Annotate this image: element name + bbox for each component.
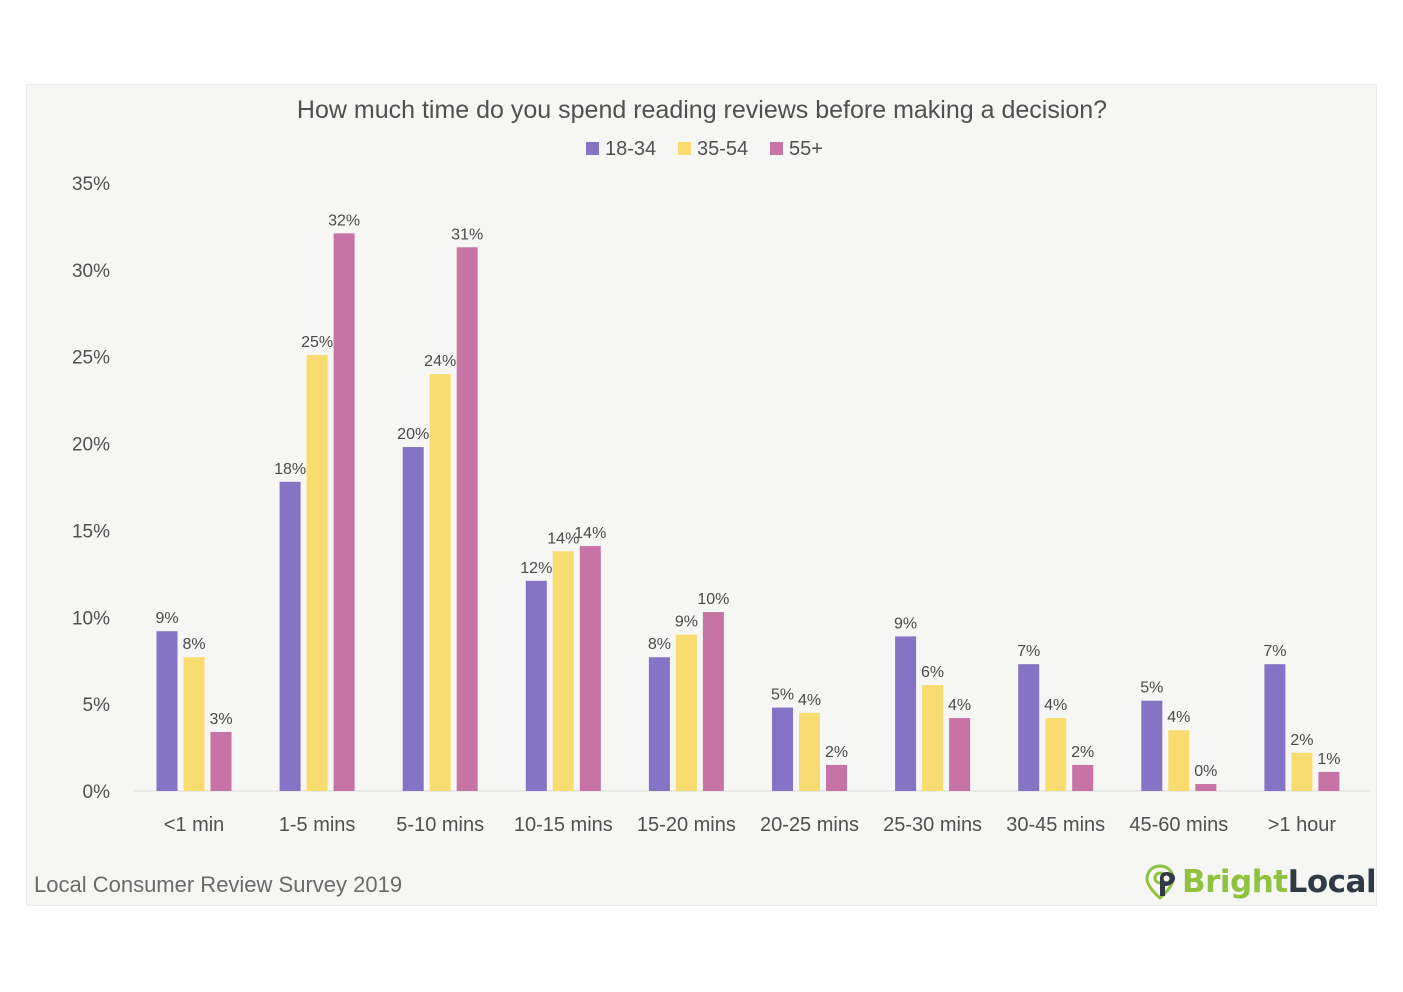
bar-35-54: [306, 354, 328, 791]
bar-55+: [1195, 784, 1217, 791]
brand-name-local: Local: [1287, 864, 1377, 900]
bar-55+: [949, 718, 971, 791]
bar-35-54: [1168, 730, 1190, 791]
bar-55+: [1318, 771, 1340, 791]
data-label: 9%: [675, 614, 698, 631]
y-tick-label: 5%: [83, 695, 111, 716]
chart-title: How much time do you spend reading revie…: [297, 96, 1107, 124]
data-label: 2%: [1071, 744, 1094, 761]
bar-35-54: [1045, 718, 1067, 791]
bar-55+: [333, 233, 355, 791]
legend-label-35-54: 35-54: [697, 138, 748, 160]
data-label: 5%: [771, 687, 794, 704]
data-label: 8%: [648, 636, 671, 653]
y-tick-label: 35%: [72, 174, 110, 195]
bar-18-34: [1141, 700, 1163, 791]
brightlocal-logo: BrightLocal: [1142, 862, 1377, 902]
legend-swatch-55+: [770, 142, 783, 155]
y-tick-label: 30%: [72, 261, 110, 282]
data-label: 6%: [921, 664, 944, 681]
data-label: 7%: [1263, 643, 1286, 660]
bar-18-34: [772, 707, 793, 791]
survey-source-caption: Local Consumer Review Survey 2019: [34, 872, 403, 897]
x-tick-label: 25-30 mins: [883, 814, 982, 836]
data-label: 14%: [574, 525, 606, 542]
chart-card: How much time do you spend reading revie…: [26, 84, 1377, 906]
bar-35-54: [922, 685, 944, 791]
data-label: 4%: [1167, 709, 1190, 726]
x-tick-label: <1 min: [164, 814, 225, 836]
brand-name: BrightLocal: [1182, 864, 1377, 900]
bar-18-34: [1264, 664, 1286, 791]
y-tick-label: 20%: [72, 435, 110, 456]
data-label: 0%: [1194, 763, 1217, 780]
bar-35-54: [675, 634, 697, 791]
y-tick-label: 25%: [72, 348, 110, 369]
x-tick-label: 30-45 mins: [1006, 814, 1105, 836]
y-tick-label: 15%: [72, 521, 110, 542]
legend-swatch-35-54: [678, 142, 691, 155]
bar-18-34: [156, 631, 178, 791]
bar-chart: How much time do you spend reading revie…: [72, 96, 1370, 836]
x-tick-label: 20-25 mins: [760, 814, 859, 836]
bar-35-54: [429, 374, 451, 791]
data-label: 2%: [1290, 732, 1313, 749]
location-pin-icon: [1145, 864, 1175, 900]
bar-55+: [1072, 764, 1094, 791]
bar-18-34: [402, 447, 424, 791]
data-label: 8%: [182, 636, 205, 653]
y-tick-label: 0%: [83, 782, 111, 803]
bar-55+: [579, 546, 601, 791]
data-label: 32%: [328, 212, 360, 229]
data-label: 4%: [948, 697, 971, 714]
x-tick-label: 1-5 mins: [279, 814, 356, 836]
data-label: 31%: [451, 226, 483, 243]
y-tick-label: 10%: [72, 608, 110, 629]
brand-name-bright: Bright: [1182, 864, 1288, 900]
data-label: 4%: [1044, 697, 1067, 714]
data-label: 18%: [274, 461, 306, 478]
bar-55+: [456, 247, 478, 791]
data-label: 5%: [1140, 680, 1163, 697]
bar-55+: [702, 612, 724, 791]
bar-35-54: [1291, 752, 1313, 791]
x-tick-label: >1 hour: [1268, 814, 1337, 836]
data-label: 12%: [520, 560, 552, 577]
x-tick-label: 5-10 mins: [396, 814, 484, 836]
bar-18-34: [895, 636, 917, 791]
bar-35-54: [799, 712, 820, 791]
data-label: 4%: [798, 692, 821, 709]
data-label: 20%: [397, 426, 429, 443]
bar-18-34: [648, 657, 670, 791]
data-label: 9%: [155, 610, 178, 627]
data-label: 24%: [424, 353, 456, 370]
data-label: 3%: [209, 711, 232, 728]
bar-55+: [826, 764, 847, 791]
bar-18-34: [1018, 664, 1040, 791]
x-tick-label: 45-60 mins: [1129, 814, 1228, 836]
data-label: 1%: [1317, 751, 1340, 768]
bar-18-34: [279, 481, 301, 791]
data-label: 10%: [697, 591, 729, 608]
legend-swatch-18-34: [586, 142, 599, 155]
bar-35-54: [183, 657, 205, 791]
bar-55+: [210, 731, 232, 791]
x-tick-label: 15-20 mins: [637, 814, 736, 836]
data-label: 25%: [301, 334, 333, 351]
data-label: 7%: [1017, 643, 1040, 660]
data-label: 14%: [547, 530, 579, 547]
legend-label-18-34: 18-34: [605, 138, 656, 160]
data-label: 9%: [894, 615, 917, 632]
bar-35-54: [552, 551, 574, 791]
x-tick-label: 10-15 mins: [514, 814, 613, 836]
data-label: 2%: [825, 744, 848, 761]
bar-18-34: [525, 580, 547, 791]
legend-label-55+: 55+: [789, 138, 823, 160]
